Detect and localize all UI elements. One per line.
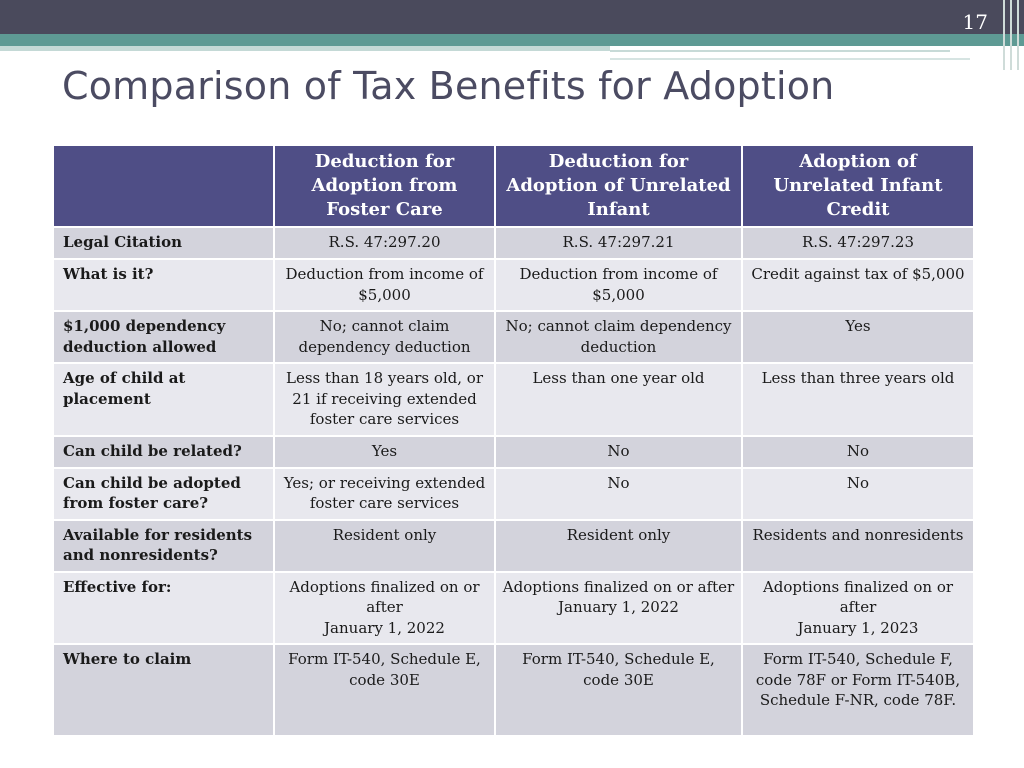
table-cell: Less than three years old [741,362,975,437]
table-row: Can child be related? Yes No No [52,434,975,469]
row-label: Legal Citation [52,226,275,260]
table-cell: Deduction from income of $5,000 [494,258,743,312]
top-bar-teal [0,34,1024,46]
table-row: Where to claim Form IT-540, Schedule E, … [52,643,975,737]
cell-line: January 1, 2022 [558,598,679,616]
table-row: Effective for: Adoptions finalized on or… [52,570,975,645]
table-cell: Resident only [273,518,496,573]
table-cell: No [741,434,975,469]
table-cell: Form IT-540, Schedule E, code 30E [273,643,496,737]
cell-line: Adoptions finalized on or after [502,577,735,596]
table-cell: Credit against tax of $5,000 [741,258,975,312]
top-bar-light-stripe [0,46,610,51]
table-row: What is it? Deduction from income of $5,… [52,258,975,312]
table-cell: No [494,434,743,469]
row-label: What is it? [52,258,275,312]
table-row: Age of child at placement Less than 18 y… [52,362,975,437]
top-bar-dark [0,0,1024,34]
table-cell: R.S. 47:297.20 [273,226,496,260]
row-label: Available for residents and nonresidents… [52,518,275,573]
slide-number: 17 [962,10,988,34]
decorative-line [610,50,950,52]
table-cell: Form IT-540, Schedule F, code 78F or For… [741,643,975,737]
table-cell: No [494,466,743,521]
table-row: $1,000 dependency deduction allowed No; … [52,310,975,364]
table-cell: Yes [741,310,975,364]
cell-line: January 1, 2022 [324,618,445,637]
row-label: Can child be related? [52,434,275,469]
table-cell: Adoptions finalized on or after January … [741,570,975,645]
cell-line: Adoptions finalized on or after [762,577,954,617]
row-label: Can child be adopted from foster care? [52,466,275,521]
table-cell: No; cannot claim dependency deduction [273,310,496,364]
table-row: Can child be adopted from foster care? Y… [52,466,975,521]
slide-title: Comparison of Tax Benefits for Adoption [62,64,835,108]
row-label: Effective for: [52,570,275,645]
table-header-row: Deduction for Adoption from Foster Care … [52,144,975,228]
cell-line: January 1, 2023 [797,618,919,637]
decorative-line [610,58,970,60]
header-cell-empty [52,144,275,228]
row-label: Where to claim [52,643,275,737]
table-cell: Adoptions finalized on or after January … [273,570,496,645]
table-cell: Deduction from income of $5,000 [273,258,496,312]
table-row: Legal Citation R.S. 47:297.20 R.S. 47:29… [52,226,975,260]
decorative-vertical-line [1010,0,1012,70]
table-cell: Yes [273,434,496,469]
table-cell: Less than one year old [494,362,743,437]
table-cell: Resident only [494,518,743,573]
table-row: Available for residents and nonresidents… [52,518,975,573]
decorative-vertical-line [1017,0,1019,70]
table-cell: Yes; or receiving extended foster care s… [273,466,496,521]
header-cell: Adoption of Unrelated Infant Credit [741,144,975,228]
decorative-vertical-line [1003,0,1005,70]
table-cell: No; cannot claim dependency deduction [494,310,743,364]
table-cell: Adoptions finalized on or after January … [494,570,743,645]
table-cell: Less than 18 years old, or 21 if receivi… [273,362,496,437]
comparison-table: Deduction for Adoption from Foster Care … [52,144,975,737]
table-cell: R.S. 47:297.21 [494,226,743,260]
header-cell: Deduction for Adoption from Foster Care [273,144,496,228]
table-cell: Residents and nonresidents [741,518,975,573]
cell-line: Adoptions finalized on or after [289,577,480,617]
table-cell: No [741,466,975,521]
row-label: Age of child at placement [52,362,275,437]
header-cell: Deduction for Adoption of Unrelated Infa… [494,144,743,228]
row-label: $1,000 dependency deduction allowed [52,310,275,364]
table-cell: R.S. 47:297.23 [741,226,975,260]
table-cell: Form IT-540, Schedule E, code 30E [494,643,743,737]
